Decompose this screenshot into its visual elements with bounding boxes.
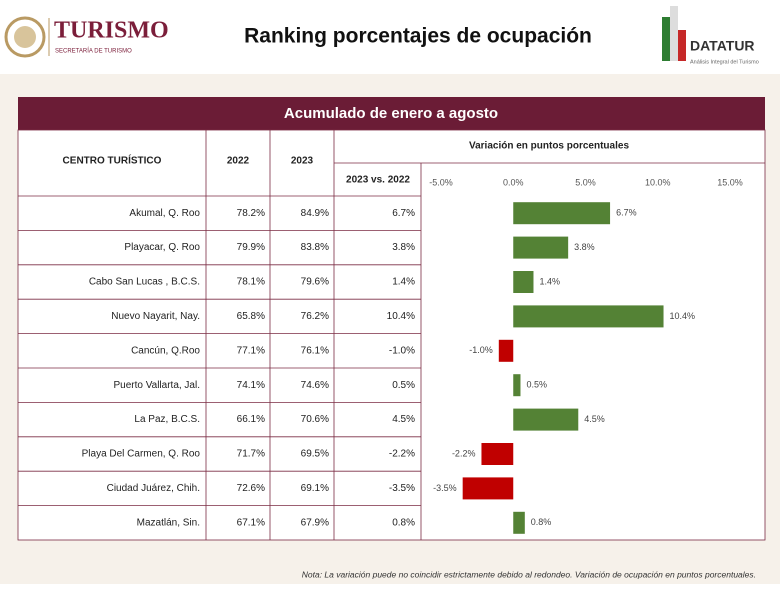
value-2023: 69.5%	[301, 449, 329, 460]
bar	[462, 477, 514, 500]
brand: DATATUR	[690, 38, 755, 54]
value-2023: 69.1%	[301, 483, 329, 494]
variation: 0.5%	[392, 380, 415, 391]
brand-stripe	[678, 30, 686, 61]
place-name: Cabo San Lucas , B.C.S.	[89, 277, 200, 288]
bar	[513, 408, 579, 431]
column-subheader: 2023 vs. 2022	[346, 175, 410, 186]
place-name: Playa Del Carmen, Q. Roo	[82, 449, 201, 460]
variation: -2.2%	[389, 449, 415, 460]
place-name: Mazatlán, Sin.	[137, 517, 200, 528]
variation: 10.4%	[387, 311, 415, 322]
value-2023: 84.9%	[301, 208, 329, 219]
place-name: Playacar, Q. Roo	[124, 242, 200, 253]
bar	[513, 271, 534, 293]
table-border	[17, 129, 766, 541]
value-2022: 74.1%	[237, 380, 265, 391]
data-label: 1.4%	[539, 276, 560, 286]
column-header: Variación en puntos porcentuales	[469, 141, 629, 152]
note: Nota: La variación puede no coincidir es…	[302, 569, 756, 579]
brand-subtitle: Análisis Integral del Turismo	[690, 59, 759, 65]
brand-stripe	[670, 6, 678, 61]
place-name: Akumal, Q. Roo	[129, 208, 200, 219]
place-name: Cancún, Q.Roo	[131, 345, 200, 356]
table-grid	[17, 129, 766, 541]
value-2022: 67.1%	[237, 517, 265, 528]
data-label: -3.5%	[433, 483, 457, 493]
emblem	[4, 16, 46, 58]
data-label: 6.7%	[616, 208, 637, 218]
bar	[481, 443, 514, 465]
column-header: CENTRO TURÍSTICO	[63, 154, 162, 167]
table-title-bar	[18, 97, 765, 130]
value-2023: 67.9%	[301, 517, 329, 528]
data-label: 0.8%	[531, 517, 552, 527]
table-title: Acumulado de enero a agosto	[284, 105, 498, 122]
variation: 6.7%	[392, 208, 415, 219]
value-2023: 76.2%	[301, 311, 329, 322]
value-2022: 66.1%	[237, 414, 265, 425]
variation: 4.5%	[392, 414, 415, 425]
place-name: La Paz, B.C.S.	[134, 414, 200, 425]
value-2023: 79.6%	[301, 277, 329, 288]
place-name: Ciudad Juárez, Chih.	[107, 483, 200, 494]
value-2023: 83.8%	[301, 242, 329, 253]
page-title: Ranking porcentajes de ocupación	[244, 25, 592, 48]
variation: 0.8%	[392, 517, 415, 528]
value-2022: 78.2%	[237, 208, 265, 219]
place-name: Puerto Vallarta, Jal.	[113, 380, 200, 391]
value-2023: 70.6%	[301, 414, 329, 425]
x-tick-label: -5.0%	[429, 177, 453, 187]
brand-stripe	[662, 17, 670, 61]
value-2022: 72.6%	[237, 483, 265, 494]
column-header: 2022	[227, 156, 250, 167]
bar	[513, 305, 664, 328]
value-2023: 74.6%	[301, 380, 329, 391]
emblem-core	[14, 26, 36, 48]
logo-subtitle: SECRETARÍA DE TURISMO	[55, 48, 132, 55]
data-label: 3.8%	[574, 242, 595, 252]
data-label: -1.0%	[469, 345, 493, 355]
bar	[513, 236, 569, 259]
variation: -3.5%	[389, 483, 415, 494]
variation: 3.8%	[392, 242, 415, 253]
header-band	[0, 0, 780, 74]
data-label: -2.2%	[452, 448, 476, 458]
variation: -1.0%	[389, 345, 415, 356]
x-tick-label: 5.0%	[575, 177, 596, 187]
x-tick-label: 15.0%	[717, 177, 743, 187]
bar	[513, 374, 521, 397]
x-tick-label: 0.0%	[503, 177, 524, 187]
column-header: 2023	[291, 156, 314, 167]
bar	[513, 511, 525, 534]
value-2022: 78.1%	[237, 277, 265, 288]
value-2022: 71.7%	[237, 449, 265, 460]
data-label: 4.5%	[584, 414, 605, 424]
value-2023: 76.1%	[301, 345, 329, 356]
value-2022: 77.1%	[237, 345, 265, 356]
bar	[498, 339, 514, 362]
place-name: Nuevo Nayarit, Nay.	[111, 311, 200, 322]
x-tick-label: 10.0%	[645, 177, 671, 187]
data-label: 10.4%	[670, 311, 696, 321]
logo-title: TURISMO	[54, 18, 169, 44]
variation: 1.4%	[392, 277, 415, 288]
bar	[513, 202, 611, 225]
data-label: 0.5%	[526, 380, 547, 390]
value-2022: 79.9%	[237, 242, 265, 253]
value-2022: 65.8%	[237, 311, 265, 322]
